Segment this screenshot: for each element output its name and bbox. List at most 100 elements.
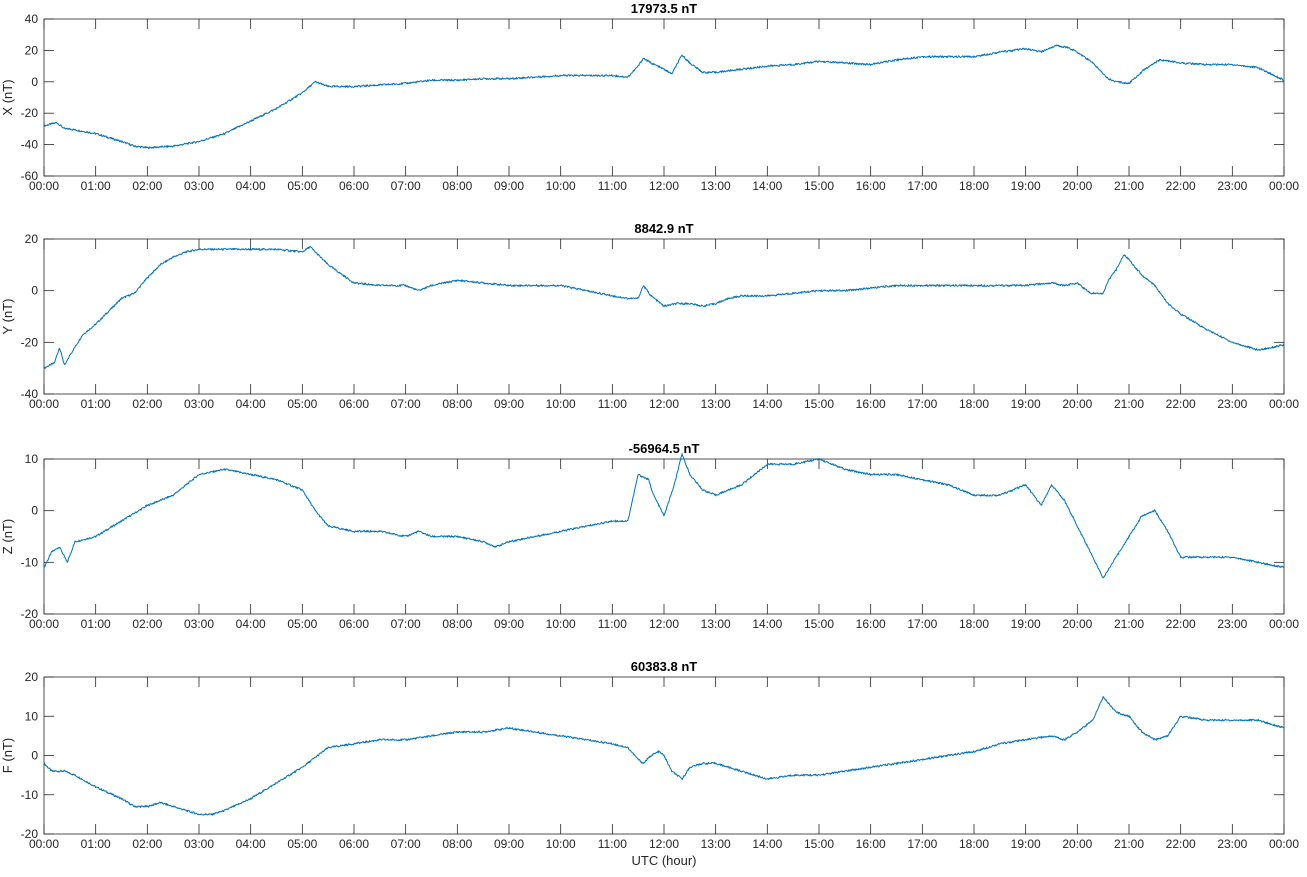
x-tick-label: 21:00 (1114, 617, 1144, 631)
series-line (43, 696, 1285, 816)
x-tick-label: 10:00 (546, 837, 576, 851)
x-tick-label: 00:00 (1269, 837, 1299, 851)
x-tick-label: 02:00 (132, 179, 162, 193)
chart-panel-1: 00:00 01:00 02:00 03:00 04:00 05:00 06:00 07:00… (0, 1, 1299, 193)
x-tick-label: 19:00 (1011, 397, 1041, 411)
x-tick-label: 14:00 (752, 617, 782, 631)
x-tick-label: 07:00 (391, 179, 421, 193)
x-tick-label: 06:00 (339, 617, 369, 631)
x-tick-label: 01:00 (81, 179, 111, 193)
y-tick-label: 40 (25, 12, 39, 26)
x-tick-label: 05:00 (287, 179, 317, 193)
x-tick-label: 05:00 (287, 397, 317, 411)
x-tick-label: 01:00 (81, 397, 111, 411)
y-tick-label: 20 (25, 670, 39, 684)
x-tick-label: 22:00 (1166, 397, 1196, 411)
x-tick-label: 00:00 (1269, 179, 1299, 193)
x-tick-label: 15:00 (804, 179, 834, 193)
x-tick-label: 17:00 (907, 617, 937, 631)
x-tick-label: 12:00 (649, 837, 679, 851)
series-line (43, 245, 1285, 370)
x-tick-label: 16:00 (856, 179, 886, 193)
x-tick-label: 15:00 (804, 837, 834, 851)
x-tick-label: 09:00 (494, 179, 524, 193)
x-tick-label: 11:00 (598, 617, 627, 631)
x-tick-label: 23:00 (1217, 179, 1247, 193)
x-tick-label: 14:00 (752, 179, 782, 193)
x-tick-label: 11:00 (598, 397, 627, 411)
x-tick-label: 00:00 (29, 179, 59, 193)
x-tick-label: 16:00 (856, 617, 886, 631)
x-tick-label: 17:00 (907, 837, 937, 851)
x-tick-label: 00:00 (1269, 397, 1299, 411)
x-tick-label: 11:00 (598, 179, 627, 193)
y-tick-label: -60 (21, 169, 39, 183)
y-tick-label: 0 (31, 75, 38, 89)
y-tick-label: -40 (21, 387, 39, 401)
y-tick-label: -20 (21, 827, 39, 841)
x-tick-label: 01:00 (81, 617, 111, 631)
x-tick-label: 00:00 (29, 397, 59, 411)
x-tick-label: 19:00 (1011, 179, 1041, 193)
panel-title: 60383.8 nT (631, 659, 698, 674)
x-tick-label: 15:00 (804, 617, 834, 631)
x-tick-label: 08:00 (442, 397, 472, 411)
x-tick-label: 13:00 (701, 397, 731, 411)
y-tick-label: 0 (31, 749, 38, 763)
x-tick-label: 22:00 (1166, 837, 1196, 851)
x-tick-label: 09:00 (494, 397, 524, 411)
x-tick-label: 23:00 (1217, 397, 1247, 411)
x-axis-label: UTC (hour) (631, 853, 696, 868)
y-axis-label: F (nT) (0, 738, 15, 773)
x-tick-label: 10:00 (546, 397, 576, 411)
y-axis-label: Z (nT) (0, 519, 15, 554)
x-tick-label: 04:00 (236, 179, 266, 193)
x-tick-label: 02:00 (132, 617, 162, 631)
y-tick-label: -20 (21, 607, 39, 621)
y-tick-label: -20 (21, 335, 39, 349)
x-tick-label: 05:00 (287, 837, 317, 851)
x-tick-label: 20:00 (1062, 179, 1092, 193)
y-tick-label: 20 (25, 232, 39, 246)
x-tick-label: 04:00 (236, 837, 266, 851)
x-tick-label: 23:00 (1217, 617, 1247, 631)
x-tick-label: 20:00 (1062, 837, 1092, 851)
plot-frame (43, 458, 1285, 615)
y-axis-label: Y (nT) (0, 299, 15, 335)
x-tick-label: 03:00 (184, 617, 214, 631)
x-tick-label: 19:00 (1011, 837, 1041, 851)
x-tick-label: 06:00 (339, 837, 369, 851)
x-tick-label: 22:00 (1166, 179, 1196, 193)
x-tick-label: 23:00 (1217, 837, 1247, 851)
panel-title: -56964.5 nT (629, 441, 700, 456)
x-tick-label: 08:00 (442, 837, 472, 851)
x-tick-label: 18:00 (959, 617, 989, 631)
y-axis-label: X (nT) (0, 79, 15, 115)
x-tick-label: 08:00 (442, 617, 472, 631)
x-tick-label: 04:00 (236, 617, 266, 631)
plot-frame (43, 238, 1285, 395)
y-tick-label: 0 (31, 284, 38, 298)
x-tick-label: 13:00 (701, 179, 731, 193)
x-tick-label: 03:00 (184, 397, 214, 411)
y-tick-label: 0 (31, 504, 38, 518)
x-tick-label: 01:00 (81, 837, 111, 851)
y-tick-label: 10 (25, 452, 39, 466)
x-tick-label: 17:00 (907, 179, 937, 193)
x-tick-label: 09:00 (494, 837, 524, 851)
x-tick-label: 18:00 (959, 397, 989, 411)
x-tick-label: 12:00 (649, 397, 679, 411)
x-tick-label: 07:00 (391, 397, 421, 411)
chart-panel-2: 00:00 01:00 02:00 03:00 04:00 05:00 06:00 07:00… (0, 221, 1299, 411)
x-tick-label: 12:00 (649, 617, 679, 631)
series-line (43, 44, 1285, 150)
x-tick-label: 15:00 (804, 397, 834, 411)
y-tick-label: -10 (21, 555, 39, 569)
y-tick-label: -40 (21, 138, 39, 152)
chart-panel-4: 00:00 01:00 02:00 03:00 04:00 05:00 06:00 07:00… (0, 659, 1299, 868)
series-line (43, 453, 1285, 579)
x-tick-label: 04:00 (236, 397, 266, 411)
x-tick-label: 02:00 (132, 837, 162, 851)
